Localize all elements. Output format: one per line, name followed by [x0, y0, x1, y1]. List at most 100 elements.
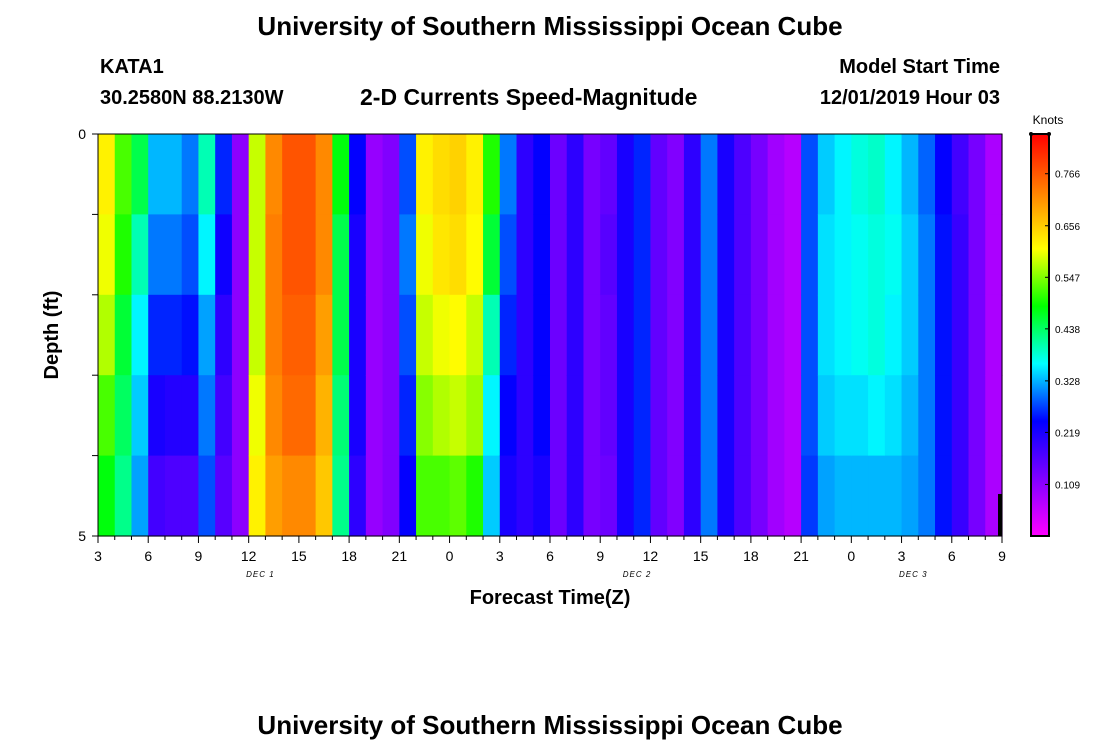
- x-tick-label: 0: [446, 548, 454, 564]
- heatmap-cell: [416, 375, 434, 457]
- heatmap-cell: [181, 134, 200, 215]
- heatmap-cell: [566, 455, 585, 537]
- heatmap-cell: [767, 455, 785, 537]
- heatmap-cell: [516, 455, 534, 537]
- heatmap-cell: [851, 375, 869, 457]
- heatmap-cell: [332, 455, 350, 537]
- heatmap-cell: [750, 455, 769, 537]
- heatmap-cell: [784, 134, 802, 215]
- heatmap-cell: [349, 375, 367, 457]
- heatmap-cell: [750, 214, 769, 296]
- heatmap-cell: [349, 294, 367, 376]
- heatmap-cell: [633, 294, 652, 376]
- y-axis-label: Depth (ft): [41, 291, 63, 380]
- heatmap-cell: [114, 455, 133, 537]
- heatmap-cell: [181, 214, 200, 296]
- x-tick-label: 6: [948, 548, 956, 564]
- heatmap-cell: [884, 214, 903, 296]
- heatmap-cell: [231, 134, 250, 215]
- heatmap-cell: [717, 214, 735, 296]
- heatmap-cell: [801, 455, 819, 537]
- heatmap-cell: [650, 214, 668, 296]
- heatmap-cell: [516, 375, 534, 457]
- heatmap-cell: [215, 294, 233, 376]
- heatmap-cell: [148, 214, 166, 296]
- heatmap-cell: [432, 375, 451, 457]
- heatmap-cell: [985, 375, 1003, 457]
- heatmap-cell: [349, 455, 367, 537]
- heatmap-cell: [215, 455, 233, 537]
- heatmap-cell: [550, 214, 568, 296]
- x-tick-label: 15: [693, 548, 709, 564]
- heatmap-cell: [700, 134, 719, 215]
- heatmap-cell: [332, 375, 350, 457]
- heatmap-cell: [282, 294, 300, 376]
- heatmap-cell: [616, 294, 635, 376]
- heatmap-cell: [817, 455, 836, 537]
- heatmap-cell: [583, 455, 601, 537]
- heatmap-cell: [315, 134, 333, 215]
- heatmap-cell: [834, 455, 852, 537]
- heatmap-cell: [633, 375, 652, 457]
- heatmap-cell: [298, 134, 317, 215]
- heatmap-cell: [248, 294, 267, 376]
- heatmap-cell: [231, 375, 250, 457]
- heatmap-cell: [667, 455, 685, 537]
- heatmap-cell: [600, 134, 618, 215]
- heatmap-cell: [533, 214, 551, 296]
- heatmap-cell: [600, 214, 618, 296]
- heatmap-cell: [801, 214, 819, 296]
- heatmap-cell: [851, 214, 869, 296]
- heatmap-cell: [466, 294, 484, 376]
- heatmap-cell: [98, 214, 116, 296]
- heatmap-cell: [282, 455, 300, 537]
- heatmap-cell: [533, 375, 551, 457]
- heatmap-cell: [382, 214, 400, 296]
- heatmap-cell: [349, 214, 367, 296]
- heatmap-cell: [600, 455, 618, 537]
- heatmap-cell: [499, 294, 518, 376]
- heatmap-cell: [332, 294, 350, 376]
- heatmap-cell: [717, 375, 735, 457]
- heatmap-cell: [315, 214, 333, 296]
- colorbar-tick-label: 0.328: [1055, 377, 1080, 388]
- heatmap-cell: [198, 455, 216, 537]
- heatmap-cell: [784, 455, 802, 537]
- heatmap-cell: [784, 375, 802, 457]
- heatmap-cell: [784, 294, 802, 376]
- heatmap-cell: [516, 134, 534, 215]
- heatmap-cell: [131, 134, 149, 215]
- heatmap-cell: [148, 294, 166, 376]
- heatmap-cell: [667, 214, 685, 296]
- heatmap-cell: [767, 294, 785, 376]
- heatmap-cell: [901, 375, 919, 457]
- heatmap-cell: [164, 134, 183, 215]
- heatmap-cell: [298, 294, 317, 376]
- heatmap-cell: [550, 375, 568, 457]
- heatmap-cell: [198, 294, 216, 376]
- x-axis: 3 6 9 12 15 18 21 0 3 6 9 12 15 18 21 0 3 6 9 DEC 1 DEC 2 DEC…: [94, 536, 1006, 579]
- heatmap-cell: [951, 375, 970, 457]
- heatmap-cell: [767, 134, 785, 215]
- colorbar-tick-label: 0.766: [1055, 170, 1080, 181]
- x-tick-label: 12: [241, 548, 257, 564]
- x-tick-label: 6: [144, 548, 152, 564]
- heatmap-cell: [483, 214, 501, 296]
- colorbar-tick-label: 0.656: [1055, 222, 1080, 233]
- heatmap-cell: [700, 455, 719, 537]
- heatmap-cell: [834, 214, 852, 296]
- heatmap-cell: [851, 455, 869, 537]
- heatmap-cell: [282, 134, 300, 215]
- heatmap-cell: [516, 214, 534, 296]
- heatmap-cell: [583, 134, 601, 215]
- heatmap-cell: [750, 134, 769, 215]
- heatmap-cell: [633, 214, 652, 296]
- heatmap-cell: [499, 375, 518, 457]
- heatmap-cell: [98, 455, 116, 537]
- heatmap-cell: [248, 375, 267, 457]
- heatmap-cell: [231, 455, 250, 537]
- heatmap-cell: [365, 214, 384, 296]
- x-tick-label: 3: [496, 548, 504, 564]
- heatmap-cell: [449, 455, 467, 537]
